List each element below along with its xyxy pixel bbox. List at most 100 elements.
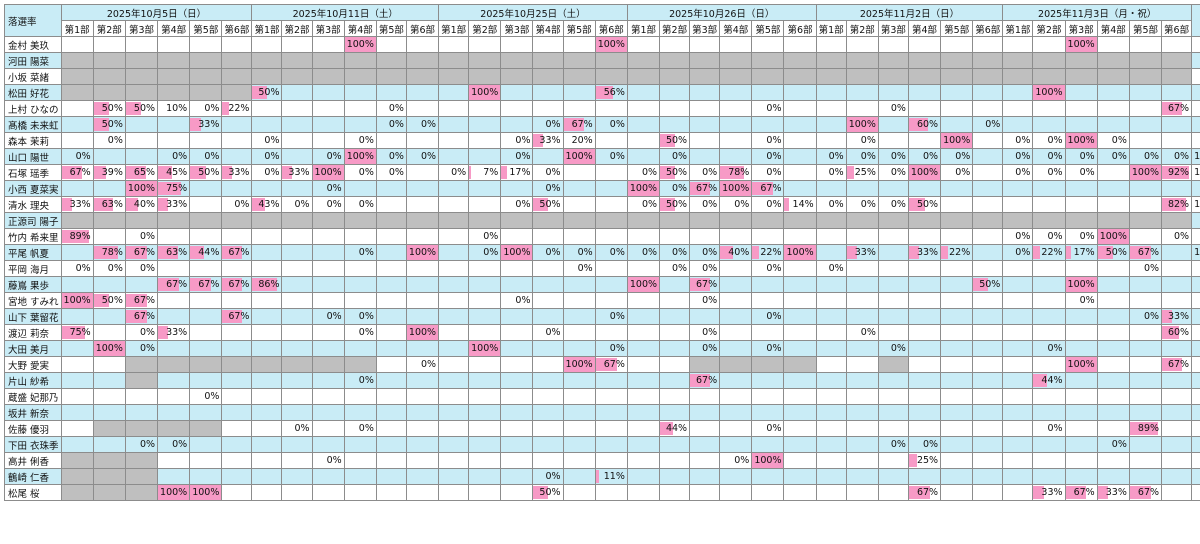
part-header[interactable]: 第3部 xyxy=(311,20,345,37)
rate-cell[interactable] xyxy=(1128,324,1163,341)
rate-cell[interactable] xyxy=(92,52,126,69)
rate-cell[interactable] xyxy=(189,324,223,341)
rate-cell[interactable] xyxy=(281,116,313,133)
rate-cell[interactable] xyxy=(815,308,847,325)
rate-cell[interactable] xyxy=(92,420,126,437)
rate-cell[interactable] xyxy=(1002,436,1034,453)
rate-cell[interactable] xyxy=(845,84,879,101)
rate-cell[interactable] xyxy=(626,100,661,117)
rate-cell[interactable] xyxy=(1002,100,1034,117)
rate-cell[interactable] xyxy=(500,356,534,373)
rate-cell[interactable] xyxy=(157,52,191,69)
rate-cell[interactable]: 22% xyxy=(1032,244,1066,261)
rate-cell[interactable]: 0% xyxy=(751,308,785,325)
rate-cell[interactable] xyxy=(783,356,817,373)
rate-cell[interactable] xyxy=(594,196,628,213)
row-total[interactable]: 17/36 xyxy=(1191,180,1200,197)
part-header[interactable]: 第1部 xyxy=(438,20,470,37)
rate-cell[interactable]: 44% xyxy=(189,244,223,261)
rate-cell[interactable] xyxy=(940,308,974,325)
rate-cell[interactable] xyxy=(1161,52,1193,69)
rate-cell[interactable] xyxy=(940,420,974,437)
rate-cell[interactable] xyxy=(659,100,691,117)
rate-cell[interactable]: 50% xyxy=(532,196,564,213)
rate-cell[interactable]: 67% xyxy=(124,308,159,325)
rate-cell[interactable] xyxy=(251,100,283,117)
rate-cell[interactable] xyxy=(845,276,879,293)
rate-cell[interactable] xyxy=(405,292,440,309)
rate-cell[interactable]: 50% xyxy=(659,196,691,213)
rate-cell[interactable] xyxy=(189,68,223,85)
rate-cell[interactable] xyxy=(405,484,440,501)
rate-cell[interactable] xyxy=(626,356,661,373)
rate-cell[interactable] xyxy=(1002,372,1034,389)
rate-cell[interactable] xyxy=(221,324,253,341)
row-total[interactable]: 12/13 xyxy=(1191,468,1200,485)
rate-cell[interactable] xyxy=(281,148,313,165)
rate-cell[interactable] xyxy=(343,388,377,405)
rate-cell[interactable] xyxy=(815,292,847,309)
rate-cell[interactable] xyxy=(343,100,377,117)
rate-cell[interactable] xyxy=(1032,100,1066,117)
rate-cell[interactable] xyxy=(689,68,721,85)
rate-cell[interactable] xyxy=(877,420,909,437)
rate-cell[interactable]: 67% xyxy=(60,164,94,181)
member-name[interactable]: 片山 紗希 xyxy=(4,372,62,389)
rate-cell[interactable]: 0% xyxy=(626,244,661,261)
rate-cell[interactable] xyxy=(92,388,126,405)
rate-cell[interactable]: 100% xyxy=(500,244,534,261)
rate-cell[interactable]: 0% xyxy=(343,420,377,437)
rate-cell[interactable] xyxy=(500,180,534,197)
rate-cell[interactable]: 0% xyxy=(877,436,909,453)
rate-cell[interactable]: 0% xyxy=(659,180,691,197)
rate-cell[interactable] xyxy=(60,420,94,437)
rate-cell[interactable] xyxy=(940,212,974,229)
rate-cell[interactable]: 0% xyxy=(594,244,628,261)
rate-cell[interactable] xyxy=(626,68,661,85)
rate-cell[interactable]: 67% xyxy=(157,276,191,293)
rate-cell[interactable]: 0% xyxy=(311,308,345,325)
rate-cell[interactable]: 56% xyxy=(594,84,628,101)
rate-cell[interactable] xyxy=(500,372,534,389)
rate-cell[interactable] xyxy=(1064,68,1098,85)
rate-cell[interactable]: 0% xyxy=(1128,308,1163,325)
rate-cell[interactable] xyxy=(157,116,191,133)
rate-cell[interactable]: 0% xyxy=(1002,164,1034,181)
rate-cell[interactable]: 0% xyxy=(189,388,223,405)
rate-cell[interactable]: 33% xyxy=(157,196,191,213)
rate-cell[interactable]: 20% xyxy=(562,132,596,149)
rate-cell[interactable] xyxy=(405,372,440,389)
rate-cell[interactable] xyxy=(1064,388,1098,405)
member-name[interactable]: 宮地 すみれ xyxy=(4,292,62,309)
rate-cell[interactable] xyxy=(594,484,628,501)
rate-cell[interactable] xyxy=(375,68,407,85)
rate-cell[interactable] xyxy=(405,452,440,469)
rate-cell[interactable] xyxy=(405,308,440,325)
rate-cell[interactable]: 50% xyxy=(251,84,283,101)
rate-cell[interactable] xyxy=(311,132,345,149)
rate-cell[interactable] xyxy=(972,372,1004,389)
rate-cell[interactable] xyxy=(594,164,628,181)
rate-cell[interactable]: 0% xyxy=(1032,228,1066,245)
rate-cell[interactable]: 0% xyxy=(1002,132,1034,149)
rate-cell[interactable]: 100% xyxy=(562,148,596,165)
rate-cell[interactable]: 0% xyxy=(189,148,223,165)
rate-cell[interactable] xyxy=(689,148,721,165)
member-name[interactable]: 正源司 陽子 xyxy=(4,212,62,229)
rate-cell[interactable] xyxy=(719,228,753,245)
rate-cell[interactable] xyxy=(626,452,661,469)
rate-cell[interactable] xyxy=(468,308,502,325)
rate-cell[interactable] xyxy=(719,340,753,357)
rate-cell[interactable] xyxy=(311,212,345,229)
part-header[interactable]: 第4部 xyxy=(343,20,377,37)
rate-cell[interactable]: 50% xyxy=(659,132,691,149)
rate-cell[interactable] xyxy=(972,244,1004,261)
rate-cell[interactable] xyxy=(438,484,470,501)
rate-cell[interactable] xyxy=(500,116,534,133)
rate-cell[interactable] xyxy=(689,404,721,421)
rate-cell[interactable]: 0% xyxy=(751,148,785,165)
rate-cell[interactable]: 67% xyxy=(907,484,942,501)
rate-cell[interactable] xyxy=(940,372,974,389)
rate-cell[interactable] xyxy=(438,244,470,261)
rate-cell[interactable] xyxy=(532,36,564,53)
